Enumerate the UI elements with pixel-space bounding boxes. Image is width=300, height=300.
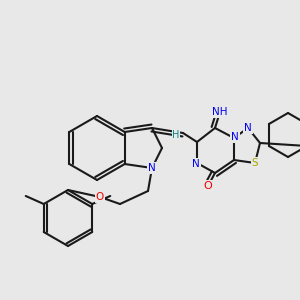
Text: H: H [172, 130, 180, 140]
Text: NH: NH [212, 107, 228, 117]
Text: O: O [204, 181, 212, 191]
Text: N: N [231, 132, 239, 142]
Text: O: O [96, 192, 104, 202]
Text: N: N [192, 159, 200, 169]
Text: S: S [252, 158, 258, 168]
Text: N: N [244, 123, 252, 133]
Text: N: N [148, 163, 156, 173]
